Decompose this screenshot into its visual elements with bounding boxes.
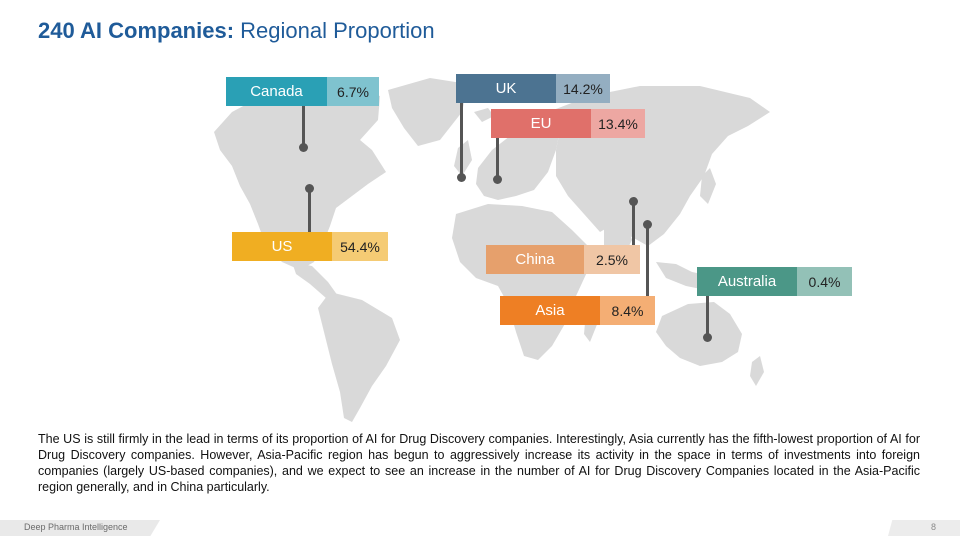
region-name: US [232,232,332,261]
china-pin-dot [629,197,638,206]
region-name: China [486,245,584,274]
region-name: Australia [697,267,797,296]
uk-pin-line [460,102,463,178]
region-name: EU [491,109,591,138]
us-pin-dot [305,184,314,193]
title-light: Regional Proportion [240,18,435,43]
eu-pin-dot [493,175,502,184]
region-value: 8.4% [600,296,655,325]
footer-brand: Deep Pharma Intelligence [24,522,128,532]
region-value: 13.4% [591,109,645,138]
eu-pin-line [496,137,499,179]
region-tag-eu: EU 13.4% [491,109,645,138]
region-tag-uk: UK 14.2% [456,74,610,103]
region-tag-china: China 2.5% [486,245,640,274]
australia-pin-line [706,294,709,338]
asia-pin-line [646,225,649,297]
region-tag-australia: Australia 0.4% [697,267,852,296]
canada-pin-line [302,104,305,148]
footer-right-band [888,520,960,536]
region-tag-us: US 54.4% [232,232,388,261]
region-value: 14.2% [556,74,610,103]
body-paragraph: The US is still firmly in the lead in te… [38,432,920,494]
australia-pin-dot [703,333,712,342]
region-name: UK [456,74,556,103]
region-value: 2.5% [584,245,640,274]
canada-pin-dot [299,143,308,152]
footer-left-band [0,520,160,536]
slide-title: 240 AI Companies: Regional Proportion [38,18,435,44]
region-tag-asia: Asia 8.4% [500,296,655,325]
region-name: Asia [500,296,600,325]
region-value: 54.4% [332,232,388,261]
region-tag-canada: Canada 6.7% [226,77,379,106]
region-name: Canada [226,77,327,106]
china-pin-line [632,202,635,246]
us-pin-line [308,188,311,234]
region-value: 0.4% [797,267,852,296]
title-bold: 240 AI Companies: [38,18,235,43]
region-value: 6.7% [327,77,379,106]
uk-pin-dot [457,173,466,182]
page-number: 8 [930,522,936,532]
asia-pin-dot [643,220,652,229]
